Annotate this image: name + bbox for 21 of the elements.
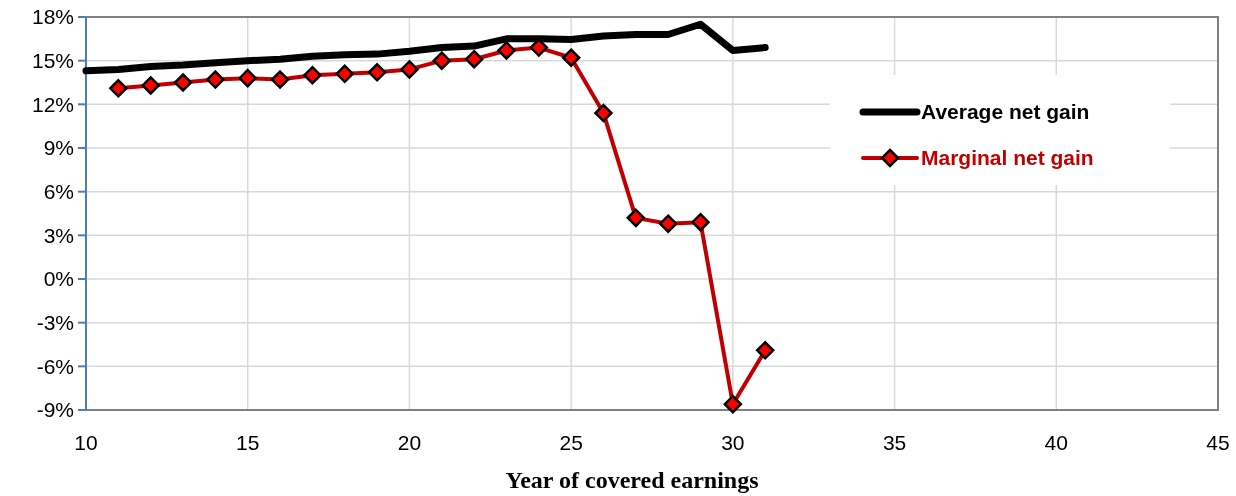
y-tick-label: 12% — [31, 92, 74, 116]
x-tick-label: 45 — [1206, 431, 1230, 454]
y-tick-label: -6% — [36, 354, 74, 378]
y-tick-label: 15% — [31, 49, 74, 73]
x-tick-label: 30 — [721, 431, 745, 454]
y-tick-label: -3% — [36, 311, 74, 335]
y-tick-label: 3% — [43, 223, 74, 247]
x-axis-title: Year of covered earnings — [505, 467, 759, 493]
x-tick-label: 25 — [559, 431, 583, 454]
legend-label: Average net gain — [921, 100, 1090, 124]
y-tick-label: 0% — [43, 267, 74, 291]
y-tick-label: 18% — [31, 5, 74, 29]
x-tick-label: 20 — [397, 431, 422, 454]
x-tick-label: 10 — [74, 431, 98, 454]
x-tick-label: 35 — [882, 431, 907, 454]
legend-label: Marginal net gain — [921, 146, 1094, 170]
x-tick-label: 40 — [1044, 431, 1068, 454]
y-tick-label: -9% — [36, 398, 74, 422]
y-tick-label: 6% — [43, 180, 74, 204]
y-tick-label: 9% — [43, 136, 74, 160]
x-tick-label: 15 — [236, 431, 260, 454]
